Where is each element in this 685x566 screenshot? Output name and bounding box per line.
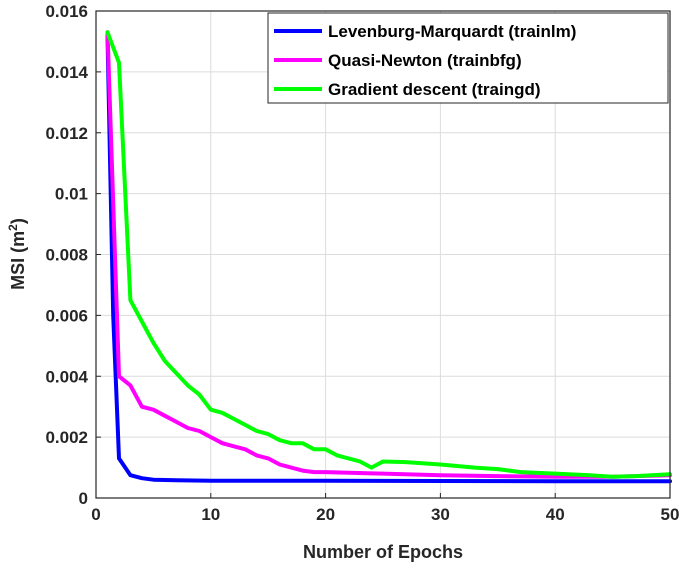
y-tick-label: 0.004 bbox=[45, 367, 88, 386]
x-axis-label: Number of Epochs bbox=[303, 542, 463, 562]
y-axis-label-main: MSI (m bbox=[8, 231, 28, 290]
legend-box bbox=[267, 12, 669, 104]
x-tick-label: 40 bbox=[546, 505, 565, 524]
y-tick-label: 0.008 bbox=[45, 246, 88, 265]
legend-label-traingd: Gradient descent (traingd) bbox=[328, 80, 541, 99]
x-tick-label: 30 bbox=[431, 505, 450, 524]
y-tick-label: 0.006 bbox=[45, 306, 88, 325]
y-tick-label: 0 bbox=[79, 489, 88, 508]
x-tick-label: 50 bbox=[661, 505, 680, 524]
y-axis-label-superscript: 2 bbox=[6, 224, 20, 231]
series-line-trainbfg bbox=[105, 30, 672, 479]
y-tick-label: 0.01 bbox=[55, 185, 88, 204]
series-line-trainlm bbox=[105, 33, 672, 484]
legend-label-trainbfg: Quasi-Newton (trainbfg) bbox=[328, 51, 522, 70]
series-line-traingd bbox=[105, 30, 672, 479]
x-tick-label: 20 bbox=[316, 505, 335, 524]
x-tick-label: 10 bbox=[201, 505, 220, 524]
legend-label-trainlm: Levenburg-Marquardt (trainlm) bbox=[328, 22, 576, 41]
y-tick-label: 0.016 bbox=[45, 2, 88, 21]
y-axis-label-end: ) bbox=[8, 218, 28, 224]
y-axis-label: MSI (m2) bbox=[6, 218, 28, 290]
y-tick-label: 0.012 bbox=[45, 124, 88, 143]
y-tick-label: 0.014 bbox=[45, 63, 88, 82]
x-tick-label: 0 bbox=[91, 505, 100, 524]
legend: Levenburg-Marquardt (trainlm) Quasi-Newt… bbox=[267, 12, 669, 104]
series-lines bbox=[105, 30, 672, 484]
ticks: 0 10 20 30 40 50 0 0.002 0.004 0.006 0.008 0.01 0.01… bbox=[45, 2, 679, 524]
y-tick-label: 0.002 bbox=[45, 428, 88, 447]
